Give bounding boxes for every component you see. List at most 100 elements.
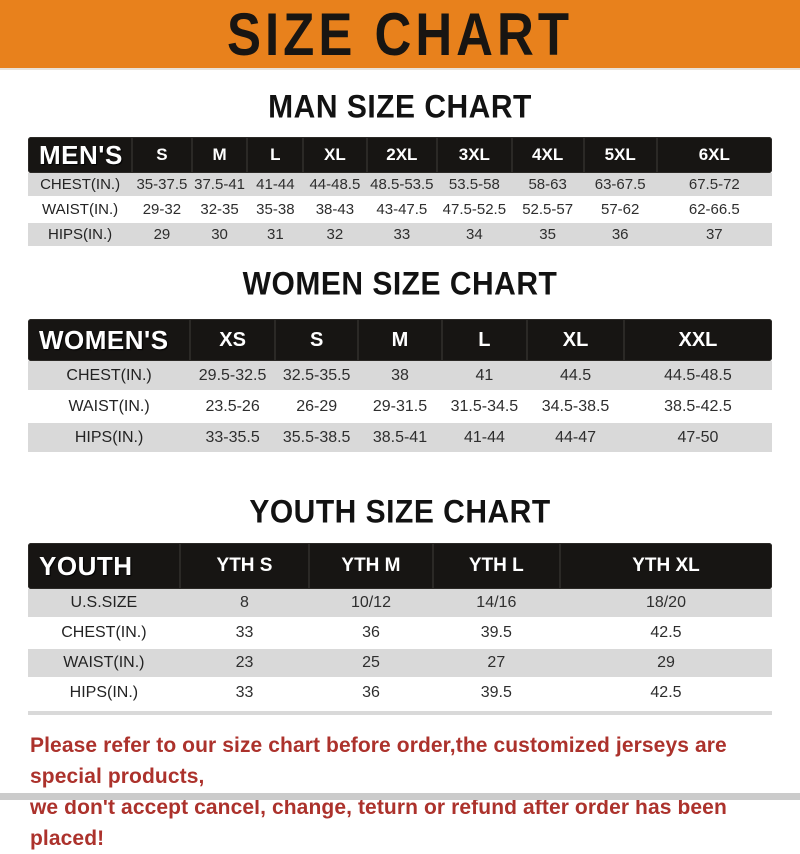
size-column-header: 4XL bbox=[511, 137, 584, 173]
section-men: MAN SIZE CHART MEN'S S M L XL 2XL 3XL 4XL 5XL 6XL… bbox=[0, 89, 800, 248]
size-cell: 43-47.5 bbox=[366, 198, 438, 223]
size-column-header: S bbox=[275, 319, 359, 361]
size-cell: 32-35 bbox=[191, 198, 248, 223]
size-cell: 33 bbox=[366, 223, 438, 248]
table-row: HIPS(IN.) 29 30 31 32 33 34 35 36 37 bbox=[28, 223, 772, 248]
table-row: WAIST(IN.) 23 25 27 29 bbox=[28, 649, 772, 679]
table-header-label: YOUTH bbox=[28, 543, 180, 589]
row-label: CHEST(IN.) bbox=[28, 361, 191, 392]
size-cell: 42.5 bbox=[559, 619, 772, 649]
size-cell: 35 bbox=[511, 223, 584, 248]
size-cell: 33 bbox=[179, 679, 310, 709]
table-header-row: WOMEN'S XS S M L XL XXL bbox=[28, 319, 772, 361]
women-section-heading: WOMEN SIZE CHART bbox=[242, 266, 558, 303]
row-label: HIPS(IN.) bbox=[28, 679, 180, 709]
section-youth: YOUTH SIZE CHART YOUTH YTH S YTH M YTH L YTH… bbox=[0, 494, 800, 715]
size-cell: 23.5-26 bbox=[190, 392, 275, 423]
size-cell: 32 bbox=[303, 223, 367, 248]
footer-line-1: Please refer to our size chart before or… bbox=[30, 734, 727, 788]
size-cell: 29-32 bbox=[132, 198, 192, 223]
row-label: CHEST(IN.) bbox=[28, 173, 133, 198]
youth-section-heading: YOUTH SIZE CHART bbox=[249, 494, 551, 531]
size-cell: 38.5-42.5 bbox=[623, 392, 772, 423]
youth-size-table: YOUTH YTH S YTH M YTH L YTH XL U.S.SIZE 8 10/12… bbox=[28, 543, 772, 709]
footer-note: Please refer to our size chart before or… bbox=[30, 730, 800, 854]
size-cell: 18/20 bbox=[559, 589, 772, 619]
size-column-header: YTH XL bbox=[559, 543, 772, 589]
row-label: WAIST(IN.) bbox=[28, 198, 133, 223]
size-cell: 44-47 bbox=[527, 423, 624, 454]
table-header-label: MEN'S bbox=[28, 137, 133, 173]
size-column-header: YTH M bbox=[309, 543, 433, 589]
size-cell: 29 bbox=[559, 649, 772, 679]
size-column-header: 5XL bbox=[583, 137, 657, 173]
size-cell: 38.5-41 bbox=[358, 423, 442, 454]
size-cell: 29-31.5 bbox=[358, 392, 442, 423]
size-cell: 44.5-48.5 bbox=[623, 361, 772, 392]
size-cell: 8 bbox=[179, 589, 310, 619]
men-section-heading: MAN SIZE CHART bbox=[268, 89, 532, 126]
row-label: HIPS(IN.) bbox=[28, 223, 133, 248]
size-cell: 42.5 bbox=[559, 679, 772, 709]
size-cell: 44-48.5 bbox=[303, 173, 367, 198]
size-cell: 41-44 bbox=[247, 173, 304, 198]
table-header-row: MEN'S S M L XL 2XL 3XL 4XL 5XL 6XL bbox=[28, 137, 772, 173]
size-cell: 38 bbox=[358, 361, 442, 392]
size-cell: 44.5 bbox=[527, 361, 624, 392]
table-row: CHEST(IN.) 29.5-32.5 32.5-35.5 38 41 44.5 44.5… bbox=[28, 361, 772, 392]
table-header-label: WOMEN'S bbox=[28, 319, 191, 361]
size-column-header: L bbox=[441, 319, 528, 361]
size-cell: 35-37.5 bbox=[132, 173, 192, 198]
size-cell: 47-50 bbox=[623, 423, 772, 454]
size-cell: 57-62 bbox=[583, 198, 657, 223]
row-label: HIPS(IN.) bbox=[28, 423, 191, 454]
size-column-header: L bbox=[247, 137, 304, 173]
size-column-header: S bbox=[132, 137, 192, 173]
size-cell: 48.5-53.5 bbox=[366, 173, 438, 198]
size-cell: 26-29 bbox=[275, 392, 359, 423]
bottom-edge-strip bbox=[0, 793, 800, 800]
size-cell: 34.5-38.5 bbox=[527, 392, 624, 423]
size-column-header: YTH S bbox=[179, 543, 310, 589]
size-column-header: M bbox=[191, 137, 248, 173]
size-cell: 36 bbox=[583, 223, 657, 248]
table-row: WAIST(IN.) 23.5-26 26-29 29-31.5 31.5-34.5 34… bbox=[28, 392, 772, 423]
size-cell: 35.5-38.5 bbox=[275, 423, 359, 454]
size-cell: 67.5-72 bbox=[656, 173, 772, 198]
size-cell: 63-67.5 bbox=[583, 173, 657, 198]
table-header-row: YOUTH YTH S YTH M YTH L YTH XL bbox=[28, 543, 772, 589]
table-row: HIPS(IN.) 33 36 39.5 42.5 bbox=[28, 679, 772, 709]
size-cell: 47.5-52.5 bbox=[437, 198, 512, 223]
row-label: CHEST(IN.) bbox=[28, 619, 180, 649]
size-cell: 14/16 bbox=[432, 589, 560, 619]
row-label: WAIST(IN.) bbox=[28, 649, 180, 679]
size-column-header: XS bbox=[190, 319, 275, 361]
size-cell: 36 bbox=[309, 619, 433, 649]
section-women: WOMEN SIZE CHART WOMEN'S XS S M L XL XXL CHEST(… bbox=[0, 266, 800, 454]
row-label: WAIST(IN.) bbox=[28, 392, 191, 423]
men-size-table: MEN'S S M L XL 2XL 3XL 4XL 5XL 6XL CHEST(IN.) 35-37… bbox=[28, 137, 772, 248]
size-cell: 27 bbox=[432, 649, 560, 679]
footer-line-2: we don't accept cancel, change, teturn o… bbox=[30, 796, 727, 850]
size-cell: 30 bbox=[191, 223, 248, 248]
size-column-header: XL bbox=[527, 319, 624, 361]
size-cell: 36 bbox=[309, 679, 433, 709]
table-row: HIPS(IN.) 33-35.5 35.5-38.5 38.5-41 41-44 44-… bbox=[28, 423, 772, 454]
size-cell: 53.5-58 bbox=[437, 173, 512, 198]
size-cell: 33-35.5 bbox=[190, 423, 275, 454]
size-cell: 31 bbox=[247, 223, 304, 248]
table-row: CHEST(IN.) 33 36 39.5 42.5 bbox=[28, 619, 772, 649]
size-column-header: XXL bbox=[623, 319, 772, 361]
table-row: CHEST(IN.) 35-37.5 37.5-41 41-44 44-48.5 48.5… bbox=[28, 173, 772, 198]
table-bottom-strip bbox=[28, 711, 772, 715]
size-cell: 39.5 bbox=[432, 679, 560, 709]
table-row: WAIST(IN.) 29-32 32-35 35-38 38-43 43-47.5 47.… bbox=[28, 198, 772, 223]
size-column-header: 3XL bbox=[437, 137, 512, 173]
table-row: U.S.SIZE 8 10/12 14/16 18/20 bbox=[28, 589, 772, 619]
size-cell: 35-38 bbox=[247, 198, 304, 223]
page-title: SIZE CHART bbox=[227, 0, 573, 68]
size-cell: 37.5-41 bbox=[191, 173, 248, 198]
size-cell: 38-43 bbox=[303, 198, 367, 223]
women-size-table: WOMEN'S XS S M L XL XXL CHEST(IN.) 29.5-32.5 32.5… bbox=[28, 319, 772, 454]
size-cell: 37 bbox=[656, 223, 772, 248]
